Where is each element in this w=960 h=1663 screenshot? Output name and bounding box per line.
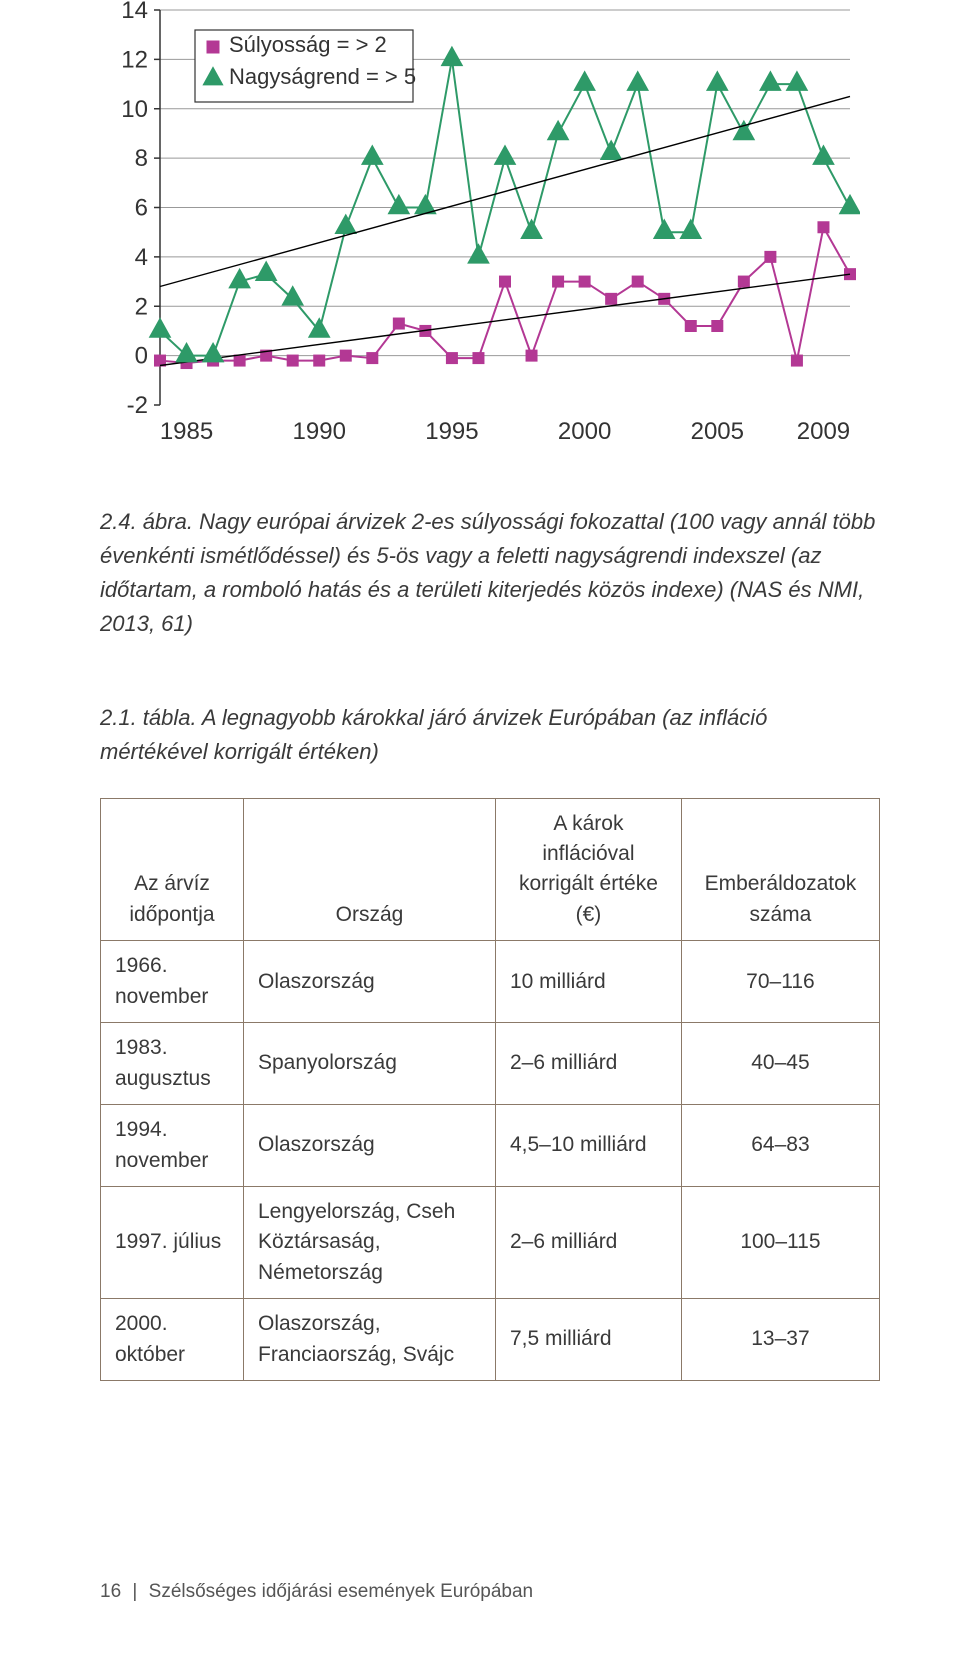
footer-title: Szélsőséges időjárási események Európába… (149, 1581, 533, 1602)
svg-text:8: 8 (135, 145, 148, 172)
col-date: Az árvíz időpontja (101, 798, 244, 941)
table-row: 2000. októberOlaszország, Franciaország,… (101, 1299, 880, 1381)
svg-text:1995: 1995 (425, 418, 478, 445)
table-row: 1997. júliusLengyelország, Cseh Köztársa… (101, 1186, 880, 1298)
table-header-row: Az árvíz időpontja Ország A károk inflác… (101, 798, 880, 941)
svg-text:4: 4 (135, 244, 148, 271)
table-cell: Olaszország, Franciaország, Svájc (244, 1299, 496, 1381)
chart-legend: Súlyosság = > 2 Nagyságrend = > 5 (195, 30, 416, 102)
table-cell: 1966. november (101, 941, 244, 1023)
svg-text:2: 2 (135, 293, 148, 320)
footer-separator: | (132, 1581, 137, 1602)
table-cell: 1994. november (101, 1105, 244, 1187)
table-cell: 64–83 (681, 1105, 879, 1187)
svg-text:1985: 1985 (160, 418, 213, 445)
table-cell: 13–37 (681, 1299, 879, 1381)
table-cell: Spanyolország (244, 1023, 496, 1105)
table-cell: Lengyelország, Cseh Köztársaság, Németor… (244, 1186, 496, 1298)
table-cell: Olaszország (244, 1105, 496, 1187)
svg-text:-2: -2 (127, 392, 148, 419)
col-damage: A károk inflációval korrigált értéke (€) (495, 798, 681, 941)
svg-text:6: 6 (135, 195, 148, 222)
svg-text:10: 10 (121, 96, 148, 123)
table-cell: 2000. október (101, 1299, 244, 1381)
figure-caption: 2.4. ábra. Nagy európai árvizek 2-es súl… (100, 505, 880, 641)
table-cell: 10 milliárd (495, 941, 681, 1023)
table-cell: 40–45 (681, 1023, 879, 1105)
svg-text:0: 0 (135, 343, 148, 370)
table-cell: 100–115 (681, 1186, 879, 1298)
table-cell: 4,5–10 milliárd (495, 1105, 681, 1187)
svg-text:2000: 2000 (558, 418, 611, 445)
flood-index-chart: -2 0 2 4 6 8 10 12 14 1985 1990 1995 2000 2005 2009 Súl… (100, 0, 860, 460)
series-Súlyosság (155, 222, 856, 369)
table-cell: 7,5 milliárd (495, 1299, 681, 1381)
table-cell: 1983. augusztus (101, 1023, 244, 1105)
table-caption: 2.1. tábla. A legnagyobb károkkal járó á… (100, 701, 880, 769)
table-cell: 2–6 milliárd (495, 1186, 681, 1298)
col-country: Ország (244, 798, 496, 941)
svg-text:1990: 1990 (293, 418, 346, 445)
svg-text:12: 12 (121, 46, 148, 73)
col-deaths: Emberáldozatok száma (681, 798, 879, 941)
svg-text:Nagyságrend = > 5: Nagyságrend = > 5 (229, 64, 416, 89)
svg-text:2009: 2009 (797, 418, 850, 445)
chart-container: -2 0 2 4 6 8 10 12 14 1985 1990 1995 2000 2005 2009 Súl… (100, 0, 860, 465)
table-cell: Olaszország (244, 941, 496, 1023)
svg-text:14: 14 (121, 0, 148, 24)
table-cell: 2–6 milliárd (495, 1023, 681, 1105)
floods-table: Az árvíz időpontja Ország A károk inflác… (100, 798, 880, 1382)
svg-text:Súlyosság = > 2: Súlyosság = > 2 (229, 32, 387, 57)
table-cell: 1997. július (101, 1186, 244, 1298)
table-cell: 70–116 (681, 941, 879, 1023)
page: -2 0 2 4 6 8 10 12 14 1985 1990 1995 2000 2005 2009 Súl… (0, 0, 960, 1663)
table-row: 1983. augusztusSpanyolország2–6 milliárd… (101, 1023, 880, 1105)
page-number: 16 (100, 1581, 121, 1602)
page-footer: 16 | Szélsőséges időjárási események Eur… (100, 1581, 880, 1603)
table-row: 1994. novemberOlaszország4,5–10 milliárd… (101, 1105, 880, 1187)
svg-text:2005: 2005 (691, 418, 744, 445)
table-row: 1966. novemberOlaszország10 milliárd70–1… (101, 941, 880, 1023)
